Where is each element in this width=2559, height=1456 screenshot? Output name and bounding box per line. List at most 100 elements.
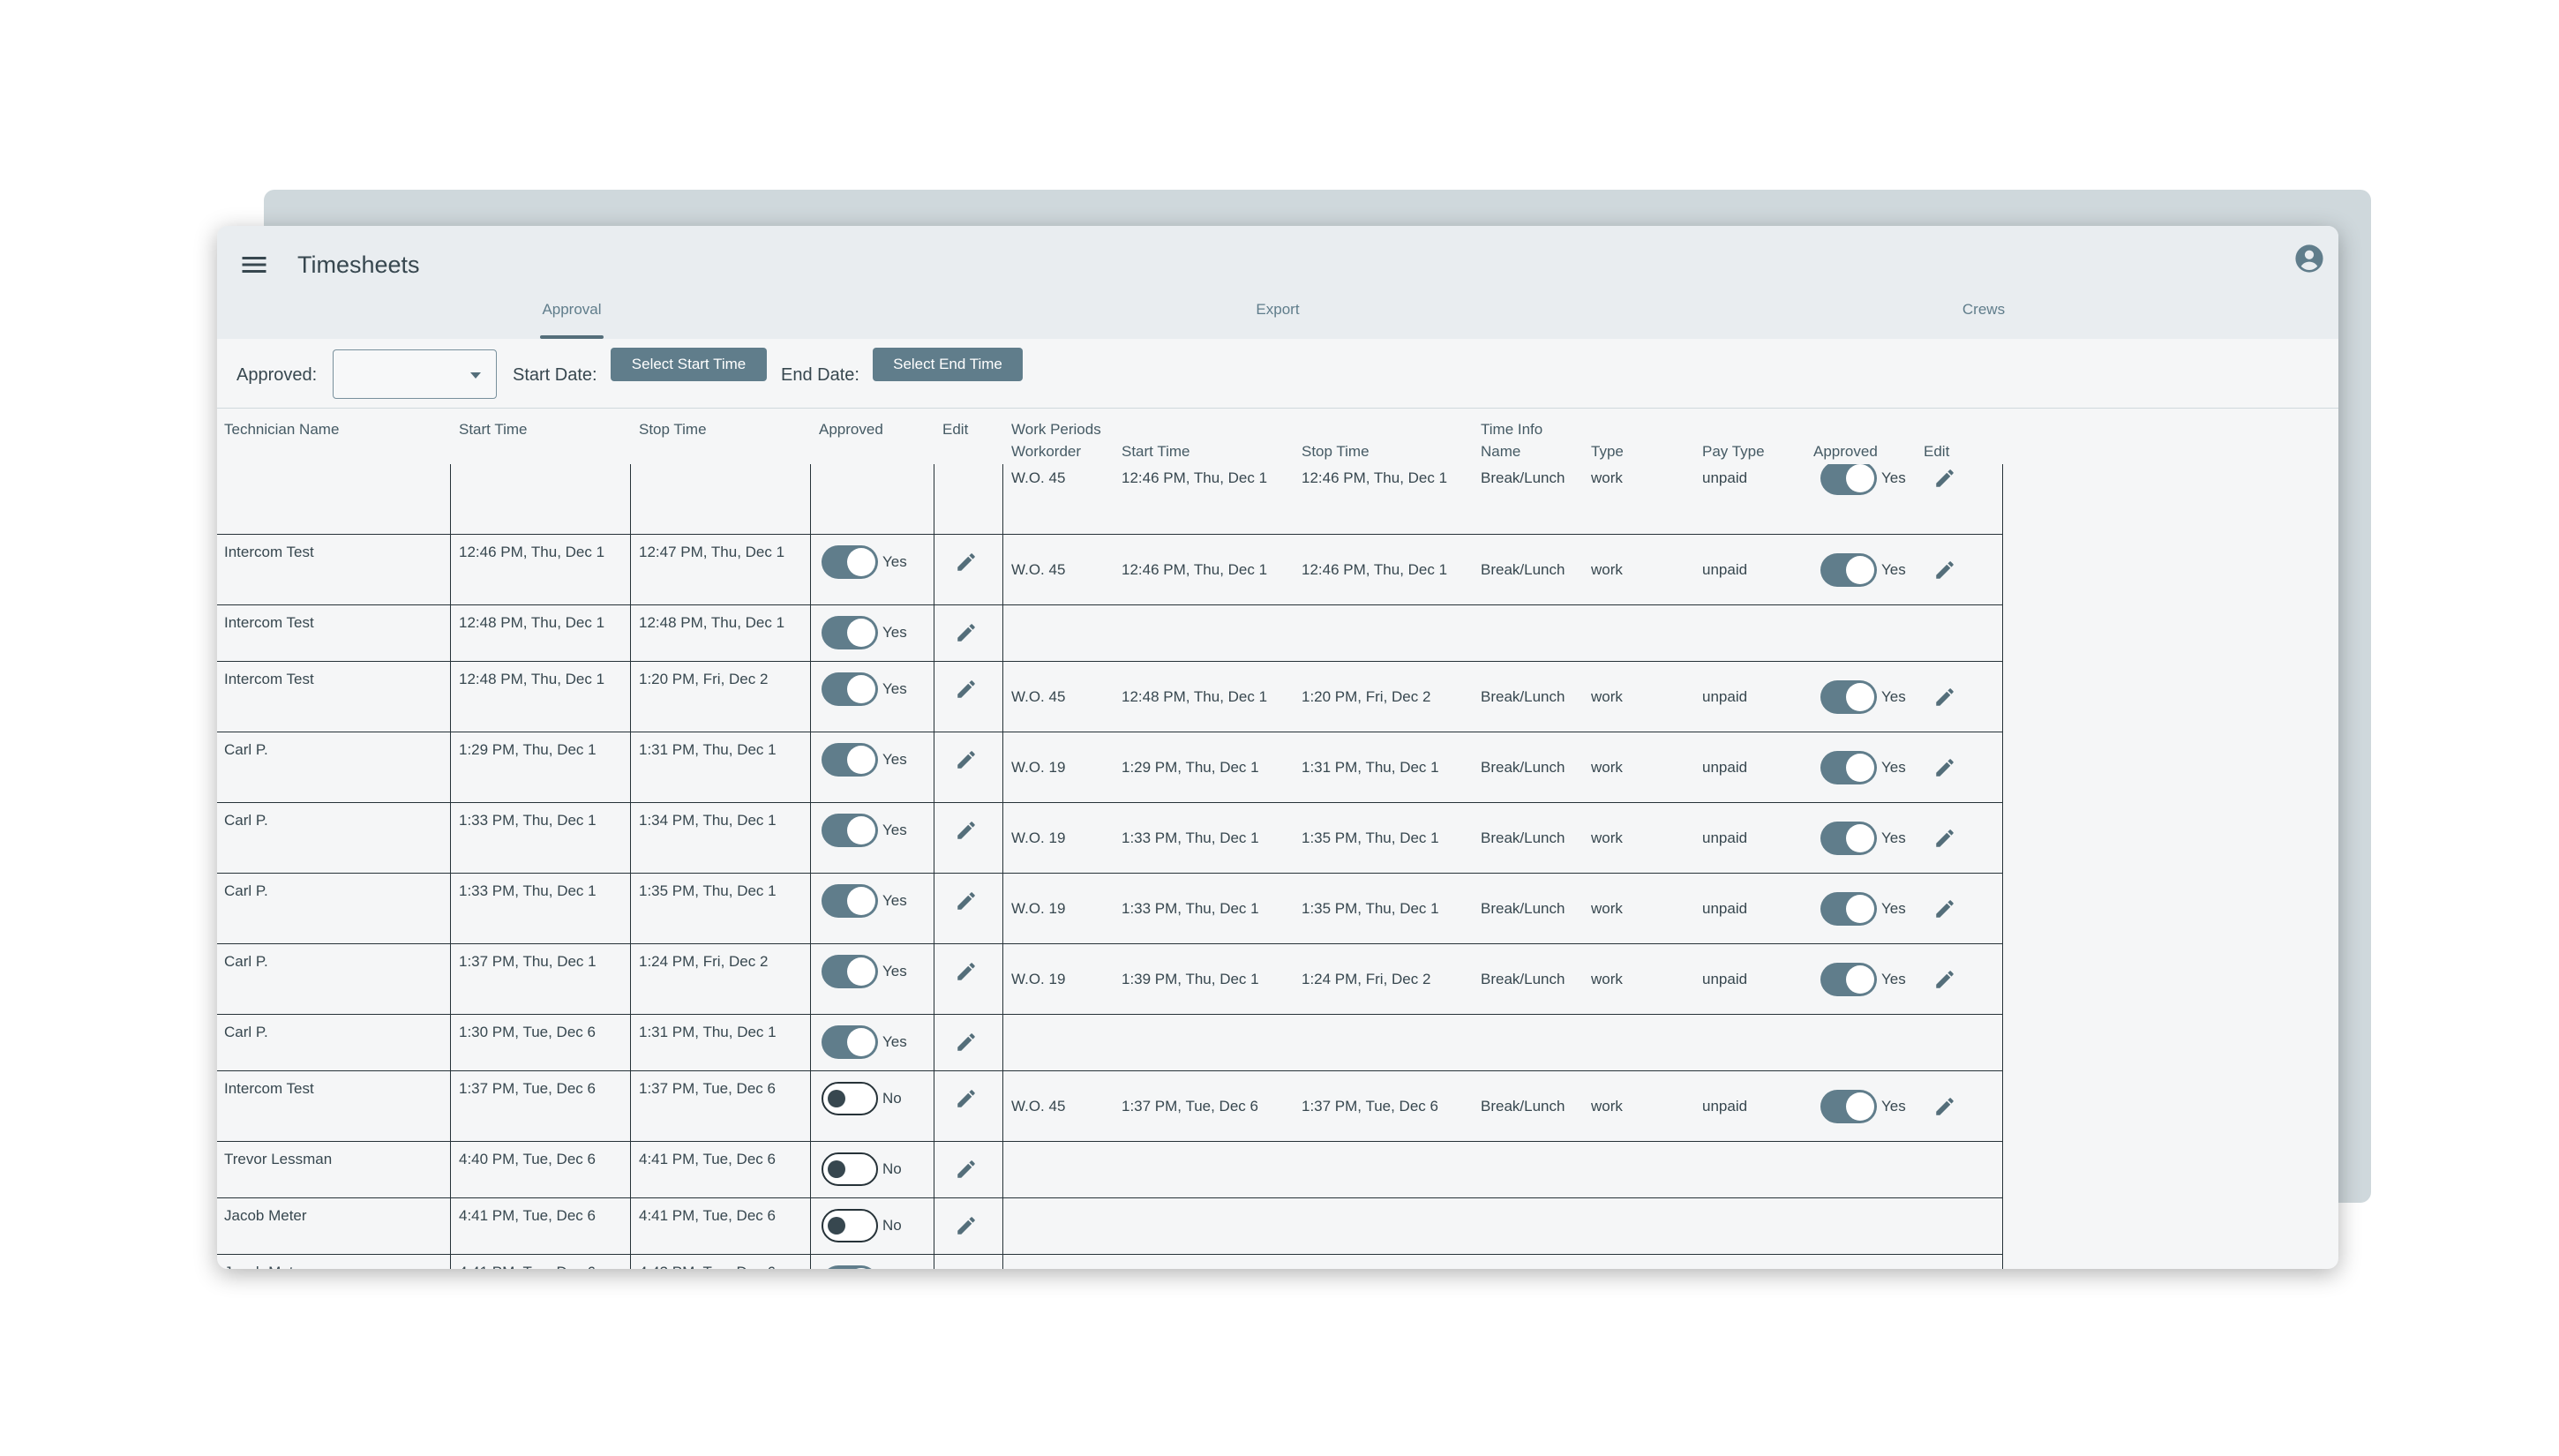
column-divider <box>450 874 451 944</box>
approved-toggle[interactable] <box>822 814 878 847</box>
approved-toggle[interactable] <box>822 884 878 918</box>
pencil-icon[interactable] <box>955 1214 978 1237</box>
approved-filter-select[interactable] <box>333 349 497 399</box>
table-row: Intercom Test 1:37 PM, Tue, Dec 6 1:37 PM,… <box>217 1071 2003 1142</box>
pay-type: unpaid <box>1702 900 1748 917</box>
col-start-time: Start Time <box>459 421 528 438</box>
technician-name: Carl P. <box>224 741 268 758</box>
pencil-icon[interactable] <box>955 819 978 842</box>
pencil-icon[interactable] <box>1933 827 1956 850</box>
period-approved-toggle[interactable] <box>1820 553 1877 587</box>
menu-icon[interactable] <box>238 249 270 281</box>
period-approved-toggle[interactable] <box>1820 751 1877 784</box>
stop-time: 1:20 PM, Fri, Dec 2 <box>639 671 769 687</box>
period-approved-toggle[interactable] <box>1820 464 1877 495</box>
approved-toggle-knob <box>847 619 875 647</box>
pencil-icon[interactable] <box>955 960 978 983</box>
col-wp-stop-time: Stop Time <box>1302 443 1370 460</box>
approved-toggle[interactable] <box>822 1152 878 1186</box>
approved-toggle[interactable] <box>822 1082 878 1115</box>
pencil-icon[interactable] <box>955 1087 978 1110</box>
pencil-icon[interactable] <box>1933 559 1956 582</box>
period-approved-toggle-knob <box>1846 965 1874 994</box>
period-approved-toggle[interactable] <box>1820 1090 1877 1123</box>
app-bar: Timesheets Approval Export Crews <box>217 226 2338 339</box>
column-divider <box>450 1198 451 1255</box>
stop-time: 1:34 PM, Thu, Dec 1 <box>639 812 777 829</box>
column-divider <box>2002 1142 2003 1198</box>
workorder: W.O. 19 <box>1011 971 1066 987</box>
start-time: 4:41 PM, Tue, Dec 6 <box>459 1207 596 1224</box>
col-wp-edit: Edit <box>1924 443 1950 460</box>
pencil-icon[interactable] <box>955 678 978 701</box>
technician-name: Intercom Test <box>224 544 314 560</box>
page-title: Timesheets <box>297 251 420 278</box>
start-time: 1:33 PM, Thu, Dec 1 <box>459 812 597 829</box>
approved-toggle-label: Yes <box>882 624 907 641</box>
period-approved-toggle[interactable] <box>1820 680 1877 714</box>
column-divider <box>810 1198 811 1255</box>
column-divider <box>630 605 631 662</box>
pencil-icon[interactable] <box>955 1031 978 1054</box>
period-approved-toggle[interactable] <box>1820 892 1877 926</box>
select-end-time-button[interactable]: Select End Time <box>873 348 1023 381</box>
approved-toggle[interactable] <box>822 672 878 706</box>
period-approved-toggle-knob <box>1846 895 1874 923</box>
tab-crews[interactable]: Crews <box>1962 301 2006 318</box>
pencil-icon[interactable] <box>955 1158 978 1181</box>
pencil-icon[interactable] <box>1933 756 1956 779</box>
table-row: Intercom Test 12:48 PM, Thu, Dec 1 1:20 PM… <box>217 662 2003 732</box>
period-type: work <box>1591 561 1623 578</box>
column-divider <box>1002 662 1003 732</box>
table-row: Carl P. 1:33 PM, Thu, Dec 1 1:34 PM, Thu, … <box>217 803 2003 874</box>
column-divider <box>1002 874 1003 944</box>
account-circle-icon[interactable] <box>2294 244 2324 274</box>
approved-toggle[interactable] <box>822 616 878 649</box>
period-approved-toggle[interactable] <box>1820 822 1877 855</box>
period-stop-time: 1:20 PM, Fri, Dec 2 <box>1302 688 1431 705</box>
pencil-icon[interactable] <box>1933 467 1956 490</box>
pencil-icon[interactable] <box>955 748 978 771</box>
column-divider <box>630 1015 631 1071</box>
column-divider <box>630 803 631 874</box>
pencil-icon[interactable] <box>1933 1095 1956 1118</box>
technician-name: Intercom Test <box>224 1080 314 1097</box>
column-divider <box>1002 1255 1003 1269</box>
pencil-icon[interactable] <box>1933 968 1956 991</box>
pencil-icon[interactable] <box>955 621 978 644</box>
approved-toggle[interactable] <box>822 955 878 988</box>
workorder: W.O. 45 <box>1011 561 1066 578</box>
column-divider <box>810 605 811 662</box>
column-divider <box>810 944 811 1015</box>
column-divider <box>450 732 451 803</box>
pencil-icon[interactable] <box>955 889 978 912</box>
col-approved: Approved <box>819 421 883 438</box>
period-type: work <box>1591 469 1623 486</box>
pencil-icon[interactable] <box>1933 897 1956 920</box>
column-divider <box>810 732 811 803</box>
technician-name: Carl P. <box>224 1024 268 1040</box>
column-divider <box>2002 1198 2003 1255</box>
tab-export[interactable]: Export <box>1256 301 1300 318</box>
approved-toggle-label: Yes <box>882 822 907 838</box>
chevron-down-icon <box>470 372 481 379</box>
col-name: Name <box>1481 443 1521 460</box>
start-time: 12:48 PM, Thu, Dec 1 <box>459 614 605 631</box>
approved-toggle[interactable] <box>822 545 878 579</box>
pay-type: unpaid <box>1702 1098 1748 1115</box>
approved-toggle[interactable] <box>822 743 878 777</box>
start-time: 1:37 PM, Tue, Dec 6 <box>459 1080 596 1097</box>
approved-toggle[interactable] <box>822 1209 878 1242</box>
time-info-name: Break/Lunch <box>1481 561 1565 578</box>
tab-approval[interactable]: Approval <box>542 301 602 318</box>
period-stop-time: 1:24 PM, Fri, Dec 2 <box>1302 971 1431 987</box>
approved-toggle-knob <box>828 1160 845 1178</box>
period-approved-toggle[interactable] <box>1820 963 1877 996</box>
period-approved-toggle-label: Yes <box>1881 1098 1906 1115</box>
approved-toggle[interactable] <box>822 1265 878 1269</box>
select-start-time-button[interactable]: Select Start Time <box>611 348 767 381</box>
pencil-icon[interactable] <box>1933 686 1956 709</box>
approved-toggle[interactable] <box>822 1025 878 1059</box>
column-divider <box>810 662 811 732</box>
pencil-icon[interactable] <box>955 551 978 574</box>
